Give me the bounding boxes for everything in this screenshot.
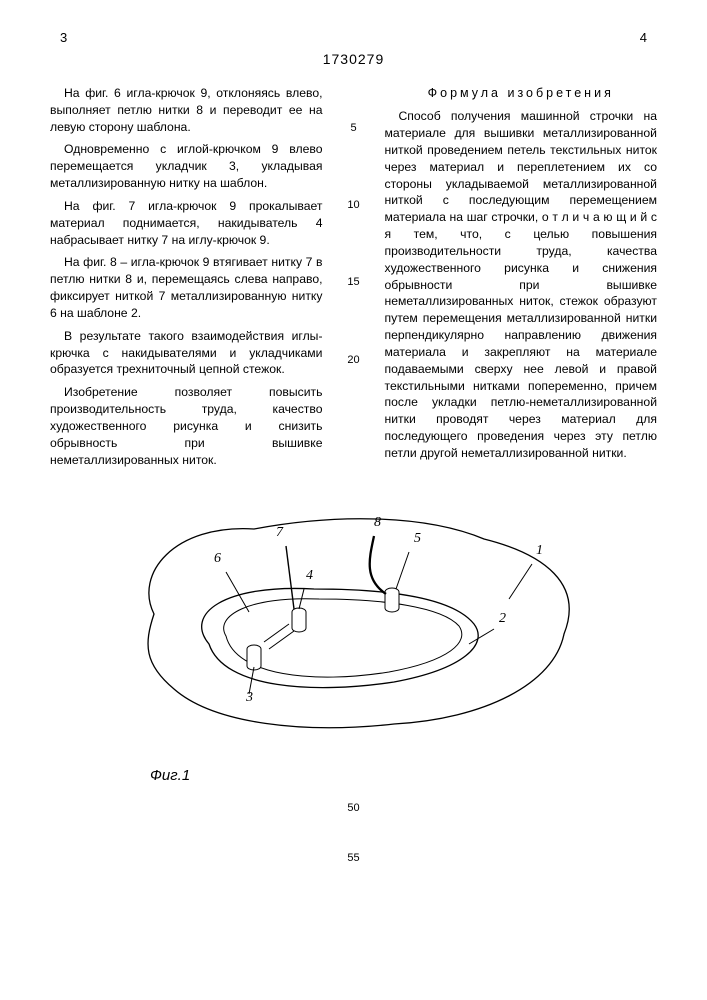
- page: 3 4 1730279 На фиг. 6 игла-крючок 9, отк…: [0, 0, 707, 1000]
- line-number-gutter: 5 10 15 20: [345, 85, 363, 474]
- para: Способ получения машинной строчки на мат…: [385, 108, 658, 461]
- left-column: На фиг. 6 игла-крючок 9, отклоняясь влев…: [50, 85, 323, 474]
- label-6: 6: [214, 551, 221, 566]
- label-8: 8: [374, 515, 381, 530]
- part-4-body: [292, 612, 306, 632]
- formula-heading: Формула изобретения: [385, 85, 658, 102]
- part-3-body: [247, 649, 261, 670]
- label-1: 1: [536, 543, 543, 558]
- line-num: 15: [347, 275, 359, 290]
- page-num-left: 3: [60, 30, 67, 45]
- label-2: 2: [499, 611, 506, 626]
- line-num: 10: [347, 198, 359, 213]
- label-4: 4: [306, 568, 313, 583]
- line-num: 55: [50, 852, 657, 864]
- right-column: Формула изобретения Способ получения маш…: [385, 85, 658, 474]
- para: На фиг. 6 игла-крючок 9, отклоняясь влев…: [50, 85, 323, 135]
- line-num: 50: [50, 802, 657, 814]
- material-outline: [148, 519, 569, 728]
- text-columns: На фиг. 6 игла-крючок 9, отклоняясь влев…: [50, 85, 657, 474]
- line-num: 20: [347, 353, 359, 368]
- label-3: 3: [245, 690, 253, 705]
- figure-1: 1 2 3 4 5 6 7 8 Фиг.1: [50, 494, 657, 784]
- patent-number: 1730279: [50, 51, 657, 67]
- figure-svg: 1 2 3 4 5 6 7 8: [114, 494, 594, 754]
- part-5-body: [385, 592, 399, 612]
- page-num-right: 4: [640, 30, 647, 45]
- line-num: 5: [350, 121, 356, 136]
- label-5: 5: [414, 531, 421, 546]
- para: На фиг. 7 игла-крючок 9 прокалывает мате…: [50, 198, 323, 248]
- para: Изобретение позволяет повысить производи…: [50, 384, 323, 468]
- page-header: 3 4: [50, 30, 657, 45]
- figure-caption: Фиг.1: [150, 767, 657, 784]
- para: В результате такого взаимодействия иглы-…: [50, 328, 323, 378]
- bottom-line-numbers: 50 55: [50, 802, 657, 864]
- para: На фиг. 8 – игла-крючок 9 втягивает нитк…: [50, 254, 323, 321]
- para: Одновременно с иглой-крючком 9 влево пер…: [50, 141, 323, 191]
- label-7: 7: [276, 525, 284, 540]
